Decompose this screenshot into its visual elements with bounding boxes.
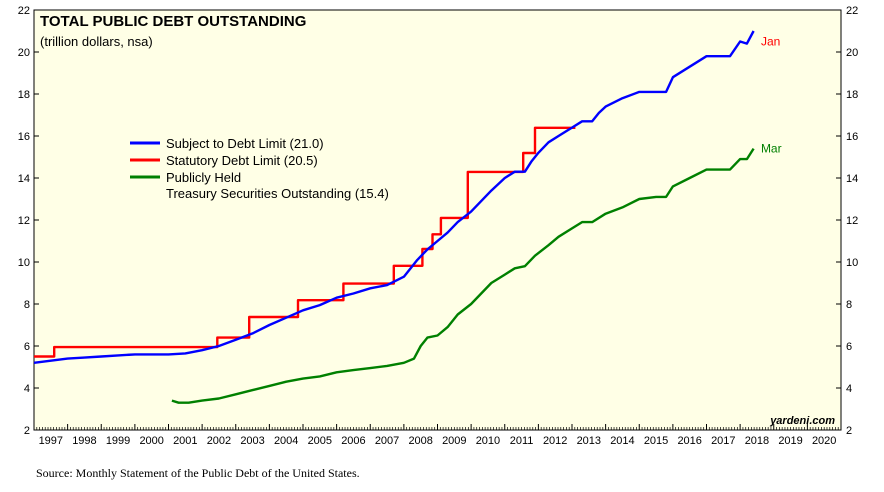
plot-area bbox=[33, 9, 842, 431]
y-tick-label-right: 6 bbox=[846, 341, 852, 353]
x-tick-label: 2005 bbox=[308, 435, 332, 447]
x-tick-label: 2019 bbox=[778, 435, 802, 447]
y-tick-label-left: 16 bbox=[18, 131, 30, 143]
x-tick-label: 2000 bbox=[139, 435, 163, 447]
x-tick-label: 2016 bbox=[677, 435, 701, 447]
legend-label-statutory: Statutory Debt Limit (20.5) bbox=[166, 153, 318, 168]
x-tick-label: 1999 bbox=[106, 435, 130, 447]
x-tick-label: 2014 bbox=[610, 435, 634, 447]
end-label-1: Mar bbox=[761, 142, 782, 156]
x-tick-label: 1998 bbox=[72, 435, 96, 447]
x-tick-label: 2008 bbox=[408, 435, 432, 447]
series-lines bbox=[33, 30, 755, 404]
x-tick-label: 2011 bbox=[510, 435, 534, 447]
x-tick-label: 2010 bbox=[476, 435, 500, 447]
y-tick-label-right: 20 bbox=[846, 47, 858, 59]
y-tick-label-right: 16 bbox=[846, 131, 858, 143]
x-tick-label: 2013 bbox=[577, 435, 601, 447]
y-tick-label-left: 2 bbox=[24, 425, 30, 437]
legend: Subject to Debt Limit (21.0) Statutory D… bbox=[130, 136, 389, 201]
y-tick-label-left: 10 bbox=[18, 257, 30, 269]
legend-label-publicly-held-1: Publicly Held bbox=[166, 170, 241, 185]
y-tick-label-left: 12 bbox=[18, 215, 30, 227]
x-tick-label: 2004 bbox=[274, 435, 298, 447]
end-label-0: Jan bbox=[761, 35, 780, 49]
series-line-2 bbox=[171, 147, 755, 404]
y-tick-label-left: 4 bbox=[24, 383, 30, 395]
y-tick-label-right: 8 bbox=[846, 299, 852, 311]
end-labels: Jan Mar bbox=[761, 35, 782, 156]
x-tick-label: 2018 bbox=[745, 435, 769, 447]
y-axis-left: 2 4 6 8 10 12 14 16 18 20 22 bbox=[18, 5, 39, 437]
y-tick-label-right: 12 bbox=[846, 215, 858, 227]
y-tick-label-left: 18 bbox=[18, 89, 30, 101]
y-tick-label-right: 2 bbox=[846, 425, 852, 437]
x-tick-label: 2002 bbox=[207, 435, 231, 447]
x-tick-label: 2007 bbox=[375, 435, 399, 447]
y-axis-right: 2 4 6 8 10 12 14 16 18 20 22 bbox=[836, 5, 858, 437]
y-tick-label-right: 4 bbox=[846, 383, 852, 395]
credit-label: yardeni.com bbox=[769, 415, 835, 427]
chart-title: TOTAL PUBLIC DEBT OUTSTANDING bbox=[40, 13, 306, 30]
x-tick-label: 2012 bbox=[543, 435, 567, 447]
x-axis: 1997 1998 1999 2000 2001 2002 2003 2004 2005 2006… bbox=[33, 424, 842, 447]
y-tick-label-right: 18 bbox=[846, 89, 858, 101]
chart-subtitle: (trillion dollars, nsa) bbox=[40, 34, 153, 49]
y-tick-label-left: 8 bbox=[24, 299, 30, 311]
y-tick-label-right: 14 bbox=[846, 173, 858, 185]
x-tick-label: 2017 bbox=[711, 435, 735, 447]
legend-label-subject: Subject to Debt Limit (21.0) bbox=[166, 136, 324, 151]
x-tick-label: 1997 bbox=[39, 435, 63, 447]
x-tick-label: 2001 bbox=[173, 435, 197, 447]
y-tick-label-left: 6 bbox=[24, 341, 30, 353]
x-tick-label: 2015 bbox=[644, 435, 668, 447]
series-line-0 bbox=[33, 30, 755, 364]
y-tick-label-left: 14 bbox=[18, 173, 30, 185]
y-tick-label-left: 22 bbox=[18, 5, 30, 17]
x-tick-label: 2009 bbox=[442, 435, 466, 447]
y-tick-label-right: 10 bbox=[846, 257, 858, 269]
source-note: Source: Monthly Statement of the Public … bbox=[36, 466, 360, 480]
legend-label-publicly-held-2: Treasury Securities Outstanding (15.4) bbox=[166, 186, 389, 201]
x-tick-label: 2020 bbox=[812, 435, 836, 447]
x-tick-label: 2006 bbox=[341, 435, 365, 447]
x-tick-label: 2003 bbox=[240, 435, 264, 447]
y-tick-label-right: 22 bbox=[846, 5, 858, 17]
y-tick-label-left: 20 bbox=[18, 47, 30, 59]
